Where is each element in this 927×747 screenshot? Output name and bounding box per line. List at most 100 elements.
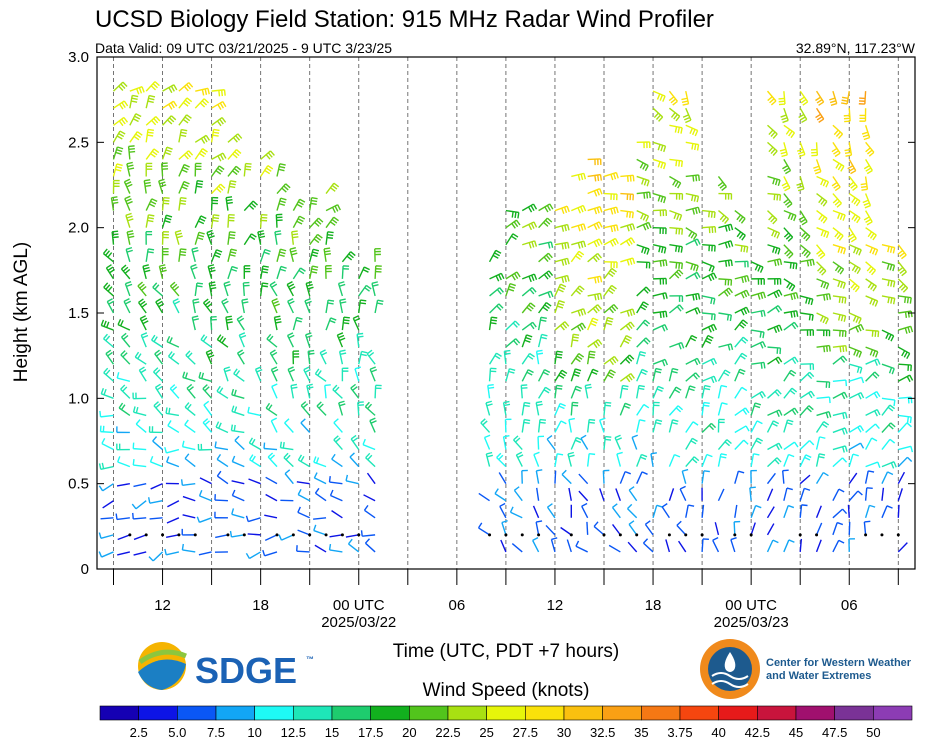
barb-shaft [799,142,806,155]
barb-flag [183,163,190,168]
wind-barb [863,210,873,226]
colorbar-label: 35 [634,725,648,740]
barb-flag [271,283,278,288]
barb-flag [594,277,597,284]
barb-shaft [799,107,808,120]
wind-barb [265,402,278,416]
wind-barb [554,453,564,467]
barb-shaft [331,510,343,519]
wind-barb [734,227,746,241]
barb-flag [672,419,679,422]
wind-barb [262,549,278,557]
barb-flag [185,152,191,158]
barb-shaft [570,285,581,297]
wind-barb [832,539,845,553]
barb-shaft [865,461,879,468]
barb-shaft [195,87,209,92]
barb-flag [191,266,198,271]
colorbar-swatch [757,705,797,721]
barb-flag [690,232,695,239]
barb-flag [790,214,794,221]
barb-flag [629,175,632,182]
barb-flag [706,337,713,342]
wind-barb [198,371,212,382]
wind-barb [832,295,847,304]
barb-flag [596,239,601,246]
wind-barb [499,502,507,519]
wind-barb [103,282,114,297]
barb-shaft [297,494,311,502]
barb-shaft [546,438,556,450]
barb-shaft [619,321,632,331]
wind-barb [619,384,629,399]
barb-flag [607,289,614,295]
barb-flag [717,181,724,187]
barb-shaft [620,257,634,263]
barb-flag [673,212,677,220]
barb-flag [231,489,236,496]
barb-shaft [816,261,827,272]
wind-barb [182,371,196,382]
barb-flag [860,377,865,384]
wind-barb [248,437,262,451]
barb-flag [738,371,745,375]
barb-shaft [799,244,811,254]
wind-barb [701,375,718,384]
wind-barb [682,107,692,124]
barb-flag [573,333,580,336]
barb-shaft [117,534,131,541]
wind-barb [537,316,547,331]
barb-flag [615,172,619,179]
barb-shaft [750,437,759,450]
wind-barb [685,292,701,301]
barb-shaft [521,273,535,280]
wind-barb [297,454,311,468]
colorbar-label: 45 [789,725,803,740]
wind-barb [502,400,511,416]
barb-flag [287,298,294,302]
barb-flag [363,504,369,511]
barb-flag [799,116,806,121]
barb-shaft [881,505,888,519]
barb-flag [120,384,126,390]
wind-barb [799,440,815,451]
barb-shaft [619,403,626,416]
wind-barb [881,244,896,254]
barb-shaft [832,540,840,553]
barb-flag [863,165,870,170]
barb-shaft [897,374,911,382]
barb-flag [658,116,664,122]
barb-flag [579,324,584,331]
barb-flag [224,369,231,373]
wind-barb [191,315,199,331]
barb-flag [696,144,700,151]
barb-flag [269,150,275,156]
barb-shaft [205,352,213,365]
barb-flag [303,366,310,371]
barb-flag [632,257,636,265]
barb-shaft [702,244,716,247]
wind-barb [587,238,603,248]
barb-flag [813,165,820,169]
barb-flag [316,401,322,407]
barb-shaft [767,210,778,221]
wind-barb [145,248,155,262]
barb-shaft [554,321,566,331]
x-tick-label: 12 [547,597,564,614]
barb-flag [592,256,598,263]
barb-flag [623,340,630,345]
barb-flag [855,200,861,207]
barb-flag [809,440,815,446]
barb-flag [207,351,214,356]
barb-shaft [248,517,261,523]
barb-flag [677,127,681,134]
barb-flag [536,400,543,404]
barb-flag [266,333,272,340]
barb-shaft [864,176,869,190]
barb-flag [578,352,585,358]
barb-shaft [111,231,115,245]
barb-flag [169,384,176,390]
barb-flag [893,399,896,407]
wind-barb [603,316,614,331]
